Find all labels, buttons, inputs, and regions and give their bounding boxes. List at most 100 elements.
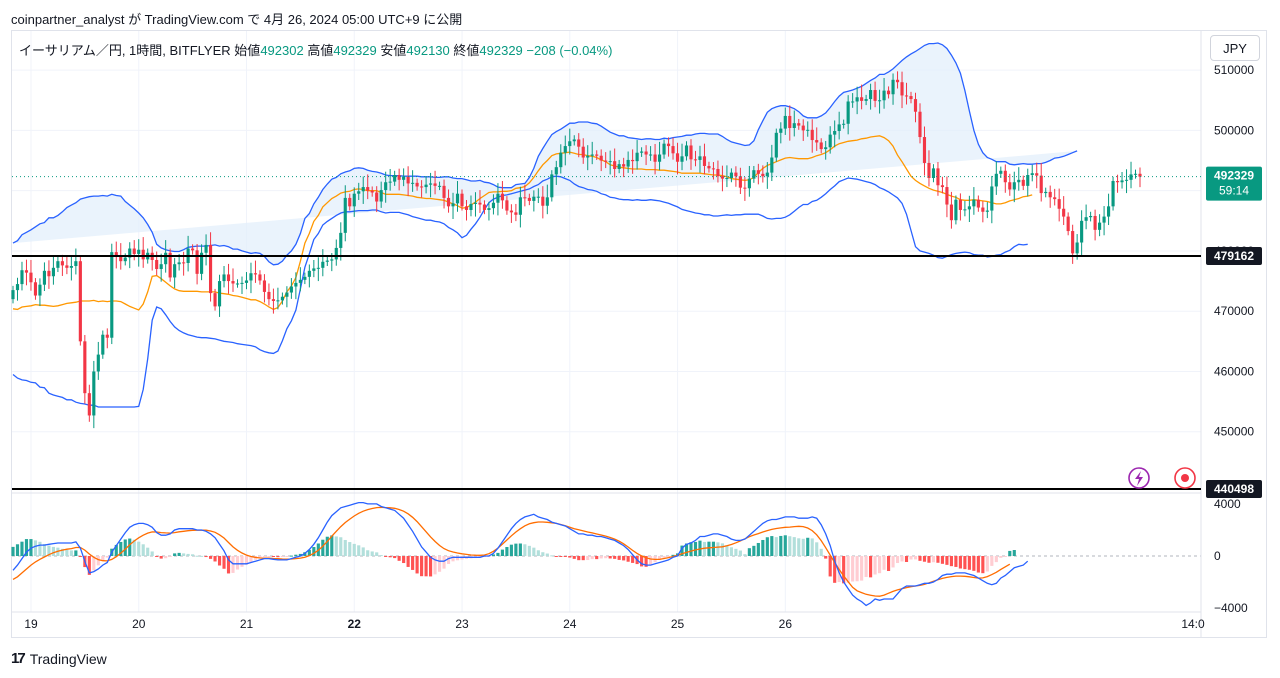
candle-body — [693, 159, 698, 161]
candle-body — [990, 186, 994, 211]
candle-body — [963, 209, 967, 211]
candle-body — [1066, 216, 1070, 232]
candle-body — [482, 204, 487, 210]
macd-histogram-bar — [846, 556, 850, 583]
macd-histogram-bar — [208, 556, 213, 559]
macd-histogram-bar — [357, 545, 361, 556]
candle-body — [878, 100, 882, 102]
candle-body — [886, 90, 891, 95]
macd-histogram-bar — [572, 556, 576, 559]
macd-histogram-bar — [828, 556, 832, 577]
candle-body — [478, 202, 482, 205]
macd-histogram-bar — [649, 556, 653, 565]
candle-body — [985, 210, 989, 212]
candle-body — [505, 200, 509, 211]
candle-body — [388, 181, 392, 183]
candle-body — [487, 208, 491, 210]
macd-histogram-bar — [231, 556, 235, 573]
candle-body — [195, 250, 199, 274]
macd-histogram-bar — [581, 556, 585, 561]
macd-histogram-bar — [352, 543, 356, 556]
candle-body — [464, 206, 469, 210]
lightning-icon[interactable] — [1128, 467, 1150, 489]
candle-body — [222, 274, 226, 282]
candle-body — [936, 168, 940, 186]
macd-histogram-bar — [496, 552, 500, 556]
candle-body — [631, 159, 635, 162]
macd-histogram-bar — [123, 539, 127, 556]
candle-body — [424, 184, 428, 188]
macd-histogram-bar — [361, 547, 365, 556]
macd-histogram-bar — [792, 537, 796, 556]
macd-histogram-bar — [173, 553, 177, 556]
macd-histogram-bar — [851, 556, 855, 582]
candle-body — [626, 159, 630, 167]
candle-body — [200, 252, 204, 274]
level-price-tag — [1206, 479, 1262, 498]
macd-histogram-bar — [60, 548, 64, 556]
macd-histogram-bar — [51, 546, 55, 556]
macd-histogram-bar — [967, 556, 971, 570]
candle-body — [78, 261, 82, 342]
candle-body — [1124, 179, 1129, 181]
macd-histogram-bar — [909, 556, 913, 560]
candle-body — [92, 371, 96, 416]
x-tick-label: 23 — [455, 617, 469, 631]
candle-body — [1017, 179, 1021, 183]
macd-pane[interactable] — [11, 501, 1029, 607]
record-icon-dot — [1181, 474, 1189, 482]
macd-histogram-bar — [855, 556, 859, 582]
candle-body — [707, 165, 711, 169]
price-pane[interactable] — [11, 42, 1201, 490]
macd-histogram-bar — [78, 556, 82, 557]
record-icon[interactable] — [1174, 467, 1196, 489]
macd-histogram-bar — [523, 544, 527, 556]
candle-body — [406, 176, 410, 184]
macd-histogram-bar — [276, 556, 280, 558]
macd-histogram-bar — [298, 553, 302, 556]
macd-histogram-bar — [797, 538, 801, 556]
candle-body — [357, 191, 361, 194]
candle-body — [819, 142, 823, 150]
close-label: 終値 — [453, 43, 480, 58]
macd-histogram-bar — [563, 556, 567, 557]
macd-histogram-bar — [132, 539, 136, 556]
candle-body — [1003, 170, 1007, 183]
candle-body — [653, 154, 657, 162]
macd-histogram-bar — [217, 556, 222, 566]
candle-body — [837, 124, 841, 132]
candle-body — [666, 143, 671, 147]
macd-histogram-bar — [87, 556, 91, 575]
macd-histogram-bar — [815, 542, 819, 556]
macd-histogram-bar — [294, 554, 298, 556]
candle-body — [671, 146, 675, 154]
candle-body — [720, 176, 724, 179]
bollinger-basis-line — [12, 135, 1033, 311]
candle-body — [74, 261, 78, 267]
tradingview-brand[interactable]: 17 TradingView — [11, 650, 107, 667]
macd-histogram-bar — [446, 556, 451, 564]
candle-body — [159, 264, 163, 270]
macd-histogram-bar — [204, 556, 208, 558]
macd-histogram-bar — [518, 543, 522, 556]
symbol-name[interactable]: イーサリアム／円, 1時間, BITFLYER — [19, 43, 231, 58]
candle-body — [294, 282, 298, 287]
chart-frame[interactable] — [11, 30, 1267, 638]
candle-body — [141, 249, 145, 260]
macd-histogram-bar — [716, 542, 720, 556]
candle-body — [1057, 199, 1061, 209]
macd-histogram-bar — [824, 556, 828, 559]
candle-body — [1030, 173, 1034, 176]
macd-histogram-bar — [334, 536, 338, 556]
currency-button[interactable]: JPY — [1210, 35, 1260, 61]
candle-body — [348, 197, 352, 207]
macd-histogram-bar — [101, 556, 105, 561]
candle-body — [244, 280, 249, 283]
candle-body — [1084, 217, 1088, 221]
lightning-icon-bolt — [1135, 471, 1143, 486]
macd-histogram-bar — [550, 555, 554, 557]
candle-body — [473, 202, 478, 204]
candle-body — [527, 197, 531, 201]
symbol-legend[interactable]: イーサリアム／円, 1時間, BITFLYER 始値492302 高値49232… — [19, 40, 612, 59]
